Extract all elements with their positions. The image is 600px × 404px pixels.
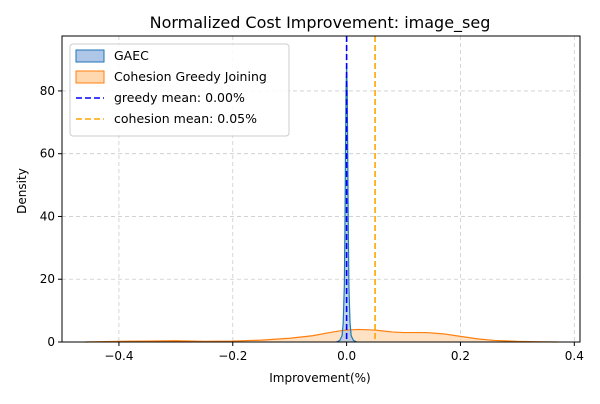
legend-box <box>69 43 290 137</box>
x-tick-label: 0.2 <box>451 349 470 363</box>
y-tick-label: 80 <box>40 84 55 98</box>
y-tick-label: 60 <box>40 147 55 161</box>
legend-label: cohesion mean: 0.05% <box>114 111 257 126</box>
x-axis-label: Improvement(%) <box>269 371 371 385</box>
x-tick-label: −0.4 <box>104 349 133 363</box>
axis-ticks: −0.4 −0.2 0.0 0.2 0.4 0 20 40 60 80 <box>40 84 584 363</box>
legend-label: GAEC <box>114 48 149 63</box>
legend: GAEC Cohesion Greedy Joining greedy mean: … <box>69 43 290 137</box>
x-tick-label: −0.2 <box>218 349 247 363</box>
legend-swatch <box>75 49 105 63</box>
y-tick-label: 0 <box>47 335 55 349</box>
legend-label: Cohesion Greedy Joining <box>114 69 267 84</box>
reference-lines <box>345 36 376 342</box>
legend-label: greedy mean: 0.00% <box>114 90 245 105</box>
x-tick-label: 0.0 <box>337 349 356 363</box>
density-fill-cohesion-greedy-joining <box>84 329 558 342</box>
plot-frame <box>61 35 581 343</box>
y-tick-label: 40 <box>40 209 55 223</box>
legend-swatch <box>75 70 105 84</box>
y-tick-label: 20 <box>40 272 55 286</box>
density-line-cohesion-greedy-joining <box>84 328 558 343</box>
chart-title: Normalized Cost Improvement: image_seg <box>150 13 491 33</box>
x-tick-label: 0.4 <box>565 349 584 363</box>
y-axis-label: Density <box>15 168 29 214</box>
